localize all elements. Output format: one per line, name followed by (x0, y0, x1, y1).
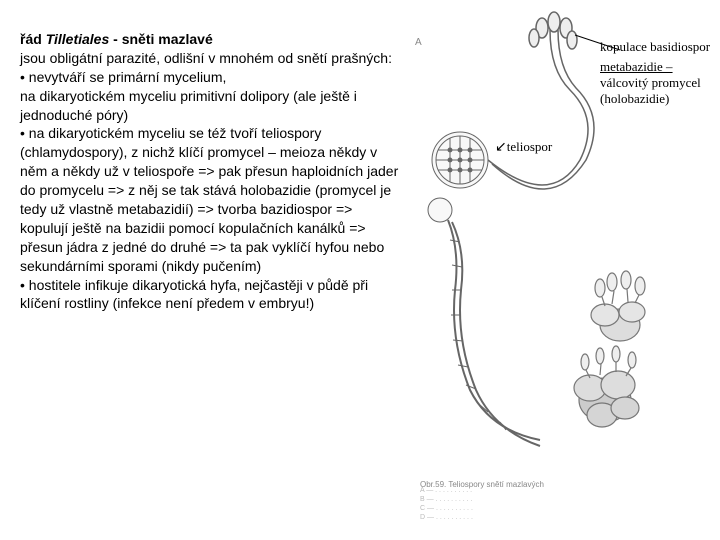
text-block: řád Tilletiales - sněti mazlavé jsou obl… (20, 30, 400, 313)
bullet-2: • na dikaryotickém myceliu se též tvoří … (20, 124, 400, 275)
title-line: řád Tilletiales - sněti mazlavé (20, 30, 400, 49)
hand-label-3: válcovitý promycel (600, 76, 720, 90)
teliospor-label: ↙teliospor (495, 140, 552, 155)
teliospor-text: teliospor (507, 139, 553, 154)
bullet-3: • hostitele infikuje dikaryotická hyfa, … (20, 276, 400, 314)
hand-label-4: (holobazidie) (600, 92, 720, 106)
title-suffix: - sněti mazlavé (109, 31, 213, 47)
title-italic: Tilletiales (46, 31, 110, 47)
svg-text:A: A (415, 37, 422, 48)
figure-legend: A — . . . . . . . . . . B — . . . . . . … (420, 486, 700, 522)
spore-clusters-svg (550, 270, 720, 450)
hand-label-1: kopulace basidiospor (600, 40, 720, 54)
title-prefix: řád (20, 31, 46, 47)
intro-text: jsou obligátní parazité, odlišní v mnohé… (20, 49, 400, 68)
bullet-1b: na dikaryotickém myceliu primitivní doli… (20, 87, 400, 125)
hand-label-2: metabazidie – (600, 60, 720, 74)
diagram-area: A kopulace basidiospor metabazidie – vál… (400, 10, 720, 530)
bullet-1: • nevytváří se primární mycelium, (20, 68, 400, 87)
